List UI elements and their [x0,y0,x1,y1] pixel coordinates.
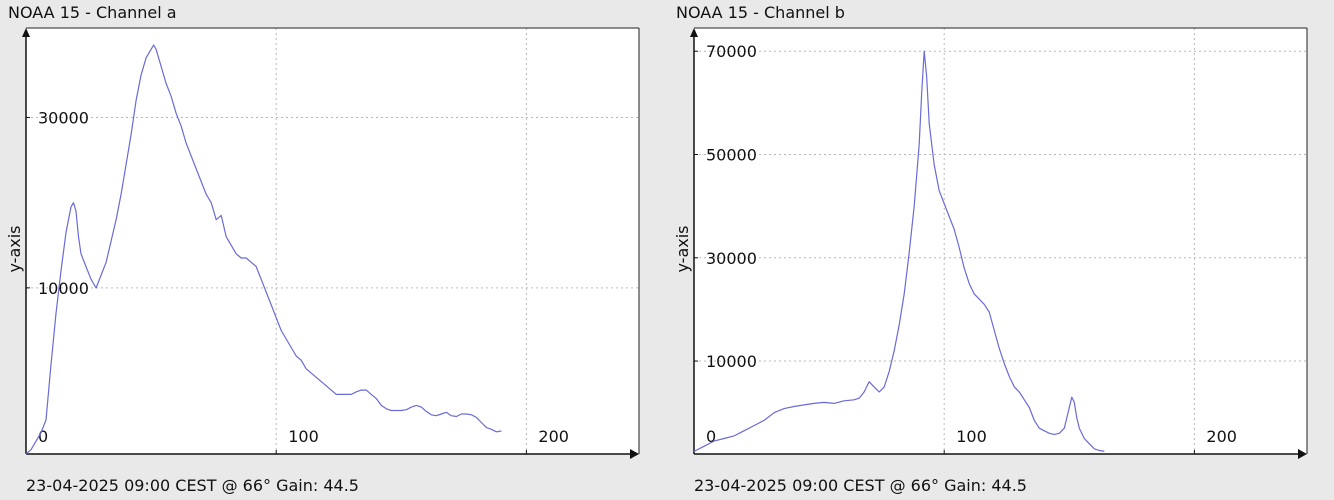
y-tick-label: 30000 [706,249,757,268]
x-axis-arrow [630,449,639,459]
y-tick-label: 50000 [706,146,757,165]
line-chart: 0 100 200 10000 30000 50000 70000 y-axis [673,27,1308,459]
chart-title: NOAA 15 - Channel b [676,3,845,22]
chart-footer-caption: 23-04-2025 09:00 CEST @ 66° Gain: 44.5 [694,476,1027,495]
x-tick-label: 100 [956,427,987,446]
y-tick-label: 70000 [706,42,757,61]
x-tick-label: 200 [538,427,569,446]
y-tick-label: 10000 [706,352,757,371]
y-axis-arrow [22,28,30,37]
x-tick-label: 0 [706,427,716,446]
x-tick-label: 100 [288,427,319,446]
y-axis-label: y-axis [673,225,692,272]
chart-panel-channel-a: NOAA 15 - Channel a 0 100 200 10000 30000 y-a… [0,0,640,500]
chart-panel-channel-b: NOAA 15 - Channel b 0 100 200 10000 30000 500… [668,0,1308,500]
y-tick-label: 30000 [38,108,89,127]
y-tick-label: 10000 [38,279,89,298]
chart-title: NOAA 15 - Channel a [8,3,177,22]
chart-footer-caption: 23-04-2025 09:00 CEST @ 66° Gain: 44.5 [26,476,359,495]
x-axis-arrow [1298,449,1307,459]
x-tick-label: 200 [1206,427,1237,446]
plot-area [26,28,639,454]
series-line [25,44,502,455]
x-tick-label: 0 [38,427,48,446]
plot-area [694,28,1307,454]
y-axis-arrow [690,28,698,37]
line-chart: 0 100 200 10000 30000 y-axis [5,27,640,459]
y-axis-label: y-axis [5,225,24,272]
series-line [693,50,1105,452]
